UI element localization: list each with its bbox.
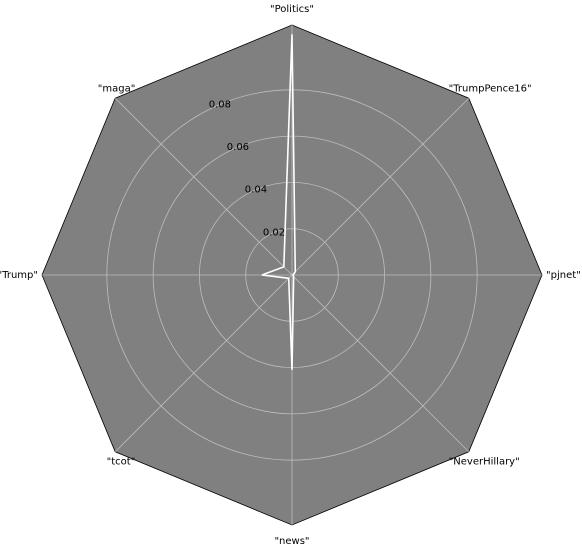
grid-spoke-4 [291,274,470,453]
category-label: "news" [274,536,309,547]
grid-spoke-6 [114,274,293,453]
category-label: "TrumpPence16" [449,83,532,94]
category-label: "NeverHillary" [449,457,520,468]
radial-tick-label: 0.08 [209,99,231,110]
category-label: "tcot" [107,457,136,468]
category-labels: "Politics" "TrumpPence16" "pjnet" "NeverHil… [0,4,581,547]
radial-tick-label: 0.02 [263,227,285,238]
category-label: "Politics" [270,4,314,15]
category-label: "pjnet" [546,270,581,281]
series-layer [261,34,297,370]
category-label: "Trump" [0,270,38,281]
grid-spoke-2 [291,97,470,276]
series-line-1 [261,34,297,370]
category-label: "maga" [98,83,136,94]
grid-spoke-8 [114,97,293,276]
angular-grid [42,25,542,525]
radial-tick-labels: 0.02 0.04 0.06 0.08 [209,99,285,238]
radial-tick-label: 0.04 [245,185,267,196]
radial-tick-label: 0.06 [227,142,249,153]
